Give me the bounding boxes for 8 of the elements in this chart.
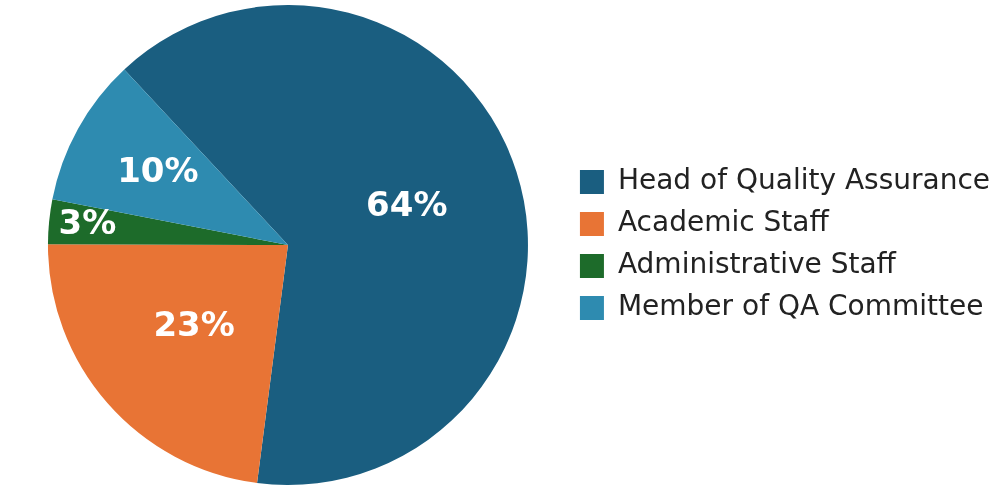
data-label: 23% [153, 304, 235, 345]
data-label: 10% [117, 149, 199, 190]
legend-label: Academic Staff [617, 205, 830, 239]
data-label: 64% [366, 183, 448, 224]
legend-label: Administrative Staff [617, 247, 897, 281]
data-label: 3% [58, 202, 117, 243]
legend-label: Head of Quality Assurance [617, 163, 991, 197]
legend-label: Member of QA Committee [617, 289, 984, 323]
